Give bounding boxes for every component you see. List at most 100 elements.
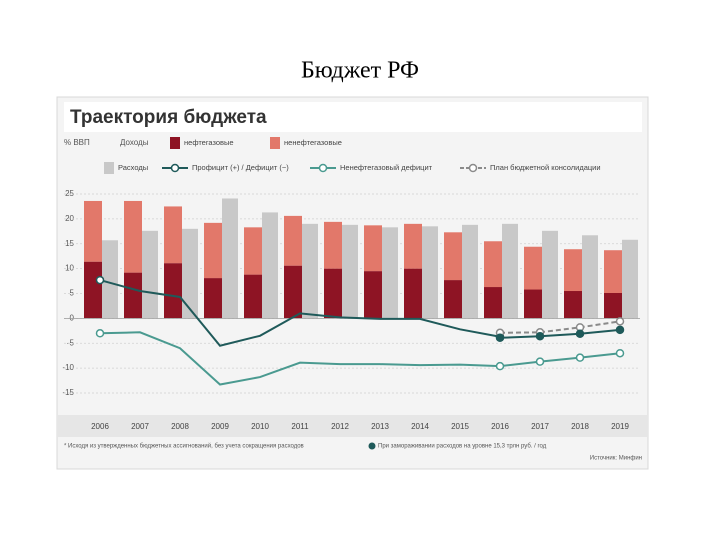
bar: [622, 239, 638, 319]
line: [99, 331, 621, 386]
bar: [324, 268, 342, 319]
x-tick-label: 2019: [611, 422, 629, 431]
bar: [284, 215, 302, 266]
line: [99, 279, 501, 347]
bar: [324, 221, 342, 269]
x-tick-label: 2018: [571, 422, 589, 431]
bar: [84, 261, 102, 319]
bar: [422, 226, 438, 319]
slide-title: Бюджет РФ: [301, 58, 419, 84]
bar: [364, 271, 382, 319]
axis-label: % ВВП: [64, 138, 90, 147]
marker: [495, 333, 505, 343]
bar: [462, 224, 478, 319]
marker: [615, 317, 625, 326]
y-tick-label: -5: [67, 338, 75, 347]
marker: [575, 353, 585, 362]
bar: [524, 246, 542, 290]
x-tick-label: 2014: [411, 422, 429, 431]
line: [499, 320, 621, 334]
x-tick-label: 2016: [491, 422, 509, 431]
bar: [124, 272, 142, 319]
legend-swatch: [468, 163, 478, 173]
bar: [84, 200, 102, 262]
bar: [302, 223, 318, 319]
marker: [615, 325, 625, 335]
y-tick-label: 25: [65, 189, 74, 198]
legend-swatch: [170, 163, 180, 173]
legend-label: План бюджетной консолидации: [490, 163, 601, 172]
bar: [244, 274, 262, 319]
bar: [564, 291, 582, 319]
bar: [262, 212, 278, 319]
bar: [444, 232, 462, 281]
bar: [524, 289, 542, 319]
y-tick-label: -10: [62, 363, 74, 372]
legend-swatch: [170, 137, 180, 149]
x-tick-label: 2008: [171, 422, 189, 431]
x-tick-label: 2010: [251, 422, 269, 431]
title-bar: [64, 102, 642, 132]
bar: [204, 278, 222, 319]
x-tick-label: 2006: [91, 422, 109, 431]
y-tick-label: 10: [65, 264, 74, 273]
bar: [564, 249, 582, 292]
bar: [404, 268, 422, 319]
legend-label: Расходы: [118, 163, 148, 172]
x-tick-label: 2011: [291, 422, 309, 431]
marker: [615, 348, 625, 358]
bar: [182, 228, 198, 319]
bar: [382, 227, 398, 319]
legend-label: При замораживании расходов на уровне 15,…: [378, 444, 547, 450]
legend-swatch: [318, 163, 328, 173]
marker: [95, 329, 105, 338]
bar: [404, 223, 422, 269]
bar: [444, 280, 462, 319]
bar: [542, 230, 558, 319]
bar: [222, 198, 238, 319]
x-tick-label: 2013: [371, 422, 389, 431]
y-tick-label: -15: [62, 388, 74, 397]
legend-header: Доходы: [120, 138, 149, 147]
bar: [342, 224, 358, 319]
y-tick-label: 20: [65, 214, 74, 223]
bar: [142, 230, 158, 319]
bar: [164, 263, 182, 319]
marker: [535, 332, 545, 341]
marker: [535, 357, 545, 366]
bar: [582, 235, 598, 319]
legend-swatch: [104, 162, 114, 174]
legend-label: нефтегазовые: [184, 138, 234, 147]
bar: [484, 287, 502, 319]
y-tick-label: 5: [70, 289, 75, 298]
footnote: * Исходя из утвержденных бюджетных ассиг…: [64, 443, 304, 450]
legend-label: Ненефтегазовый дефицит: [340, 163, 433, 172]
marker: [95, 275, 105, 285]
bar: [244, 227, 262, 275]
x-tick-label: 2012: [331, 422, 349, 431]
legend-swatch: [270, 137, 280, 149]
bar: [124, 200, 142, 273]
legend-label: ненефтегазовые: [284, 138, 342, 147]
legend-label: Профицит (+) / Дефицит (−): [192, 163, 289, 172]
x-tick-label: 2015: [451, 422, 469, 431]
bar: [284, 265, 302, 319]
bar: [164, 206, 182, 264]
bar: [484, 241, 502, 288]
x-tick-label: 2009: [211, 422, 229, 431]
x-tick-label: 2007: [131, 422, 149, 431]
bar: [364, 225, 382, 272]
x-tick-label: 2017: [531, 422, 549, 431]
y-tick-label: 15: [65, 239, 74, 248]
x-band: [57, 415, 648, 437]
bar: [604, 293, 622, 319]
marker: [495, 361, 505, 371]
bar: [102, 240, 118, 319]
bar: [604, 250, 622, 294]
bar: [502, 223, 518, 319]
chart-title: Траектория бюджета: [70, 107, 267, 128]
source: Источник: Минфин: [590, 456, 642, 462]
bar: [204, 222, 222, 279]
line: [499, 328, 621, 339]
